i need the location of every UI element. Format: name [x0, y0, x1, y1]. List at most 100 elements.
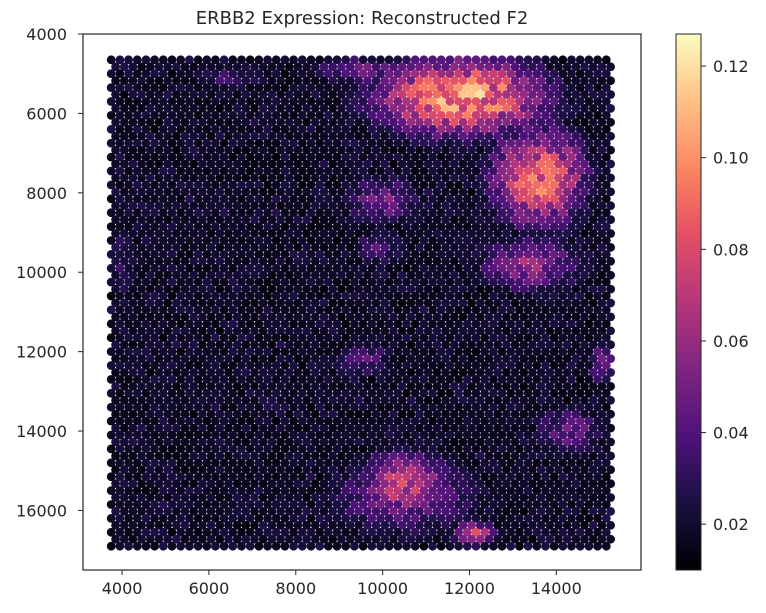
expression-spot — [189, 131, 199, 141]
expression-spot — [510, 256, 520, 266]
expression-spot — [562, 479, 572, 488]
expression-spot — [601, 458, 611, 468]
expression-spot — [193, 124, 203, 134]
expression-spot — [263, 180, 272, 190]
expression-spot — [302, 423, 311, 433]
expression-spot — [241, 298, 251, 308]
expression-spot — [588, 368, 598, 377]
expression-spot — [558, 402, 568, 412]
expression-spot — [276, 256, 285, 266]
expression-spot — [523, 277, 533, 287]
expression-spot — [502, 117, 511, 127]
expression-spot — [367, 208, 377, 218]
expression-spot — [480, 375, 490, 384]
expression-spot — [271, 291, 281, 301]
expression-spot — [219, 319, 229, 329]
expression-spot — [354, 368, 364, 377]
expression-spot — [432, 284, 442, 294]
expression-spot — [410, 416, 420, 426]
expression-spot — [545, 159, 555, 169]
expression-spot — [228, 236, 238, 245]
expression-spot — [432, 243, 442, 252]
expression-spot — [449, 145, 459, 155]
expression-spot — [258, 312, 268, 322]
expression-spot — [106, 69, 116, 79]
expression-spot — [202, 97, 212, 106]
expression-spot — [280, 333, 290, 343]
expression-spot — [371, 90, 381, 99]
expression-spot — [341, 486, 351, 495]
expression-spot — [475, 451, 485, 461]
expression-spot — [554, 201, 563, 211]
expression-spot — [406, 437, 416, 447]
expression-spot — [263, 263, 272, 273]
expression-spot — [467, 159, 476, 169]
expression-spot — [380, 187, 390, 197]
expression-spot — [445, 236, 455, 245]
expression-spot — [254, 305, 264, 315]
expression-spot — [467, 117, 476, 127]
expression-spot — [558, 138, 568, 148]
expression-spot — [462, 222, 472, 232]
expression-spot — [245, 375, 255, 384]
expression-spot — [106, 236, 116, 245]
expression-spot — [515, 208, 524, 218]
expression-spot — [245, 541, 255, 551]
expression-spot — [432, 104, 442, 113]
expression-spot — [515, 361, 524, 370]
expression-spot — [371, 201, 381, 211]
expression-spot — [111, 270, 120, 280]
expression-spot — [384, 319, 394, 329]
expression-spot — [541, 97, 550, 106]
expression-spot — [245, 194, 255, 204]
expression-spot — [606, 326, 615, 336]
expression-spot — [415, 90, 424, 99]
expression-spot — [241, 382, 251, 391]
expression-spot — [302, 298, 311, 308]
expression-spot — [549, 541, 559, 551]
expression-spot — [549, 472, 559, 482]
expression-spot — [467, 131, 476, 141]
expression-spot — [119, 312, 129, 322]
expression-spot — [462, 541, 472, 551]
expression-spot — [241, 354, 251, 363]
expression-spot — [428, 97, 437, 106]
expression-spot — [172, 173, 181, 183]
expression-spot — [315, 458, 325, 468]
expression-spot — [245, 277, 255, 287]
expression-spot — [584, 416, 594, 426]
expression-spot — [506, 305, 516, 315]
expression-spot — [393, 388, 403, 398]
expression-spot — [167, 333, 177, 343]
expression-spot — [415, 409, 424, 419]
expression-spot — [302, 409, 311, 419]
expression-spot — [263, 541, 272, 551]
expression-spot — [484, 131, 494, 141]
expression-spot — [567, 250, 576, 259]
expression-spot — [441, 201, 450, 211]
expression-spot — [441, 409, 450, 419]
expression-spot — [141, 347, 151, 356]
expression-spot — [250, 229, 259, 238]
expression-spot — [484, 423, 494, 433]
expression-spot — [271, 152, 281, 162]
expression-spot — [467, 326, 476, 336]
expression-spot — [480, 111, 490, 120]
expression-spot — [254, 97, 264, 106]
expression-spot — [489, 361, 498, 370]
expression-spot — [510, 368, 520, 377]
expression-spot — [206, 479, 216, 488]
expression-spot — [441, 451, 450, 461]
expression-spot — [193, 236, 203, 245]
expression-spot — [441, 62, 450, 72]
expression-spot — [211, 222, 220, 232]
expression-spot — [402, 208, 411, 218]
expression-spot — [601, 472, 611, 482]
expression-spot — [180, 131, 190, 141]
expression-spot — [502, 173, 511, 183]
expression-spot — [406, 423, 416, 433]
expression-spot — [519, 340, 529, 350]
expression-spot — [276, 117, 285, 127]
expression-spot — [337, 270, 346, 280]
expression-spot — [506, 166, 516, 176]
